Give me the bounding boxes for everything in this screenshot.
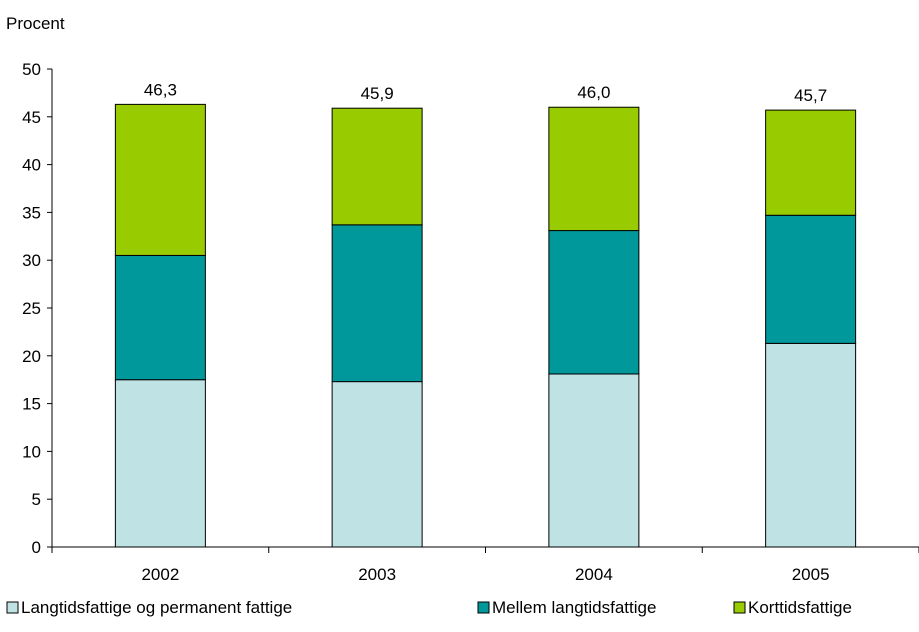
bar-segment-2002-series-3 xyxy=(114,103,206,256)
y-tick-label: 5 xyxy=(32,490,41,509)
x-tick-label-2002: 2002 xyxy=(141,565,179,584)
total-label-2002: 46,3 xyxy=(144,80,177,99)
bar-segment-2004-series-1 xyxy=(548,373,640,548)
bar-segment-2003-series-3 xyxy=(331,107,423,226)
legend: Langtidsfattige og permanent fattige Mell… xyxy=(6,598,852,617)
y-tick-label: 35 xyxy=(22,203,41,222)
bar-segment-2005-series-3 xyxy=(765,109,857,216)
bar-segment-2005-series-2 xyxy=(765,214,857,344)
total-label-2004: 46,0 xyxy=(577,83,610,102)
plot-area: 0 5 10 15 20 25 30 35 40 45 50 46,3 2002 45,9 2003 46,0… xyxy=(22,60,919,584)
y-tick-label: 25 xyxy=(22,299,41,318)
legend-label-1: Langtidsfattige og permanent fattige xyxy=(21,598,292,617)
y-tick-label: 50 xyxy=(22,60,41,79)
bar-segment-2003-series-2 xyxy=(331,224,423,383)
y-tick-label: 15 xyxy=(22,395,41,414)
total-label-2005: 45,7 xyxy=(794,86,827,105)
legend-swatch-1 xyxy=(6,601,19,614)
y-tick-label: 30 xyxy=(22,251,41,270)
legend-label-2: Mellem langtidsfattige xyxy=(492,598,656,617)
y-tick-label: 40 xyxy=(22,156,41,175)
y-tick-label: 20 xyxy=(22,347,41,366)
bar-segment-2003-series-1 xyxy=(331,381,423,548)
x-tick-label-2003: 2003 xyxy=(358,565,396,584)
x-tick-label-2004: 2004 xyxy=(575,565,613,584)
bar-segment-2002-series-2 xyxy=(114,254,206,381)
x-tick-label-2005: 2005 xyxy=(792,565,830,584)
y-tick-label: 45 xyxy=(22,108,41,127)
y-tick-label: 10 xyxy=(22,442,41,461)
legend-label-3: Korttidsfattige xyxy=(748,598,852,617)
y-tick-label: 0 xyxy=(32,538,41,557)
legend-swatch-2 xyxy=(477,601,490,614)
total-label-2003: 45,9 xyxy=(361,84,394,103)
bar-segment-2004-series-2 xyxy=(548,230,640,375)
bar-segment-2002-series-1 xyxy=(114,379,206,548)
bar-segment-2005-series-1 xyxy=(765,342,857,548)
bar-segment-2004-series-3 xyxy=(548,106,640,232)
legend-swatch-3 xyxy=(733,601,746,614)
y-axis-label: Procent xyxy=(6,14,65,33)
